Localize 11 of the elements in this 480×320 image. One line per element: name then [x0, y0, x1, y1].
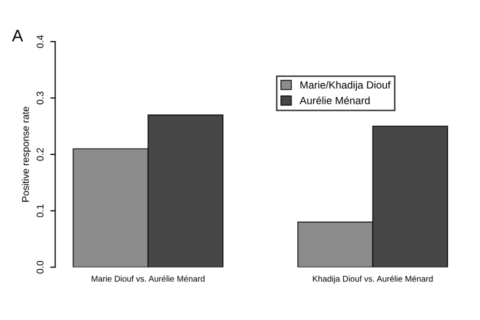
- y-tick-label: 0.3: [36, 92, 44, 104]
- x-tick-label: Marie Diouf vs. Aurélie Ménard: [92, 275, 204, 282]
- legend-label: Marie/Khadija Diouf: [300, 80, 391, 91]
- y-tick-label: 0.1: [36, 204, 44, 218]
- y-axis-title: Positive response rate: [22, 106, 31, 202]
- y-tick-label: 0.4: [36, 35, 44, 48]
- y-tick-label: 0.0: [36, 260, 44, 274]
- legend-label: Aurélie Ménard: [300, 96, 370, 104]
- y-tick-label: 0.2: [36, 148, 44, 161]
- x-tick-label: Khadija Diouf vs. Aurélie Ménard: [312, 276, 433, 284]
- chart-title: A: [12, 30, 24, 42]
